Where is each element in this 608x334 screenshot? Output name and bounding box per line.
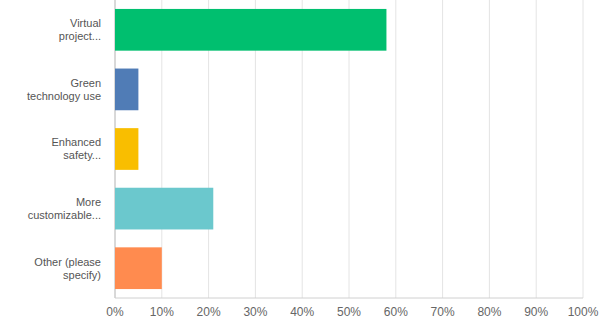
grid-line [395, 0, 396, 298]
bars [115, 9, 386, 289]
category-label: Morecustomizable... [28, 196, 101, 221]
grid-line [536, 0, 537, 298]
tick-label: 20% [197, 305, 221, 319]
tick-label: 30% [243, 305, 267, 319]
tick-label: 10% [150, 305, 174, 319]
grid-line [489, 0, 490, 298]
tick-label: 90% [524, 305, 548, 319]
bar [115, 128, 138, 170]
category-labels: Virtualproject... Greentechnology use Enha… [27, 17, 101, 280]
tick-label: 70% [431, 305, 455, 319]
tick-label: 80% [477, 305, 501, 319]
tick-label: 60% [384, 305, 408, 319]
category-label: Enhancedsafety... [51, 136, 101, 161]
tick-label: 50% [337, 305, 361, 319]
tick-labels: 0% 10% 20% 30% 40% 50% 60% 70% 80% 90% 100% [106, 305, 598, 319]
grid-line [583, 0, 584, 298]
bar [115, 247, 162, 289]
bar [115, 69, 138, 111]
tick-label: 100% [568, 305, 599, 319]
grid [115, 0, 583, 298]
category-label: Other (pleasespecify) [34, 256, 101, 281]
bar [115, 9, 386, 51]
tick-label: 0% [106, 305, 124, 319]
category-label: Greentechnology use [27, 77, 101, 102]
tick-label: 40% [290, 305, 314, 319]
grid-line [442, 0, 443, 298]
chart-container: 0% 10% 20% 30% 40% 50% 60% 70% 80% 90% 100% Virtual… [0, 0, 608, 334]
bar [115, 188, 213, 230]
axis-line [115, 298, 583, 299]
chart-svg: 0% 10% 20% 30% 40% 50% 60% 70% 80% 90% 100% Virtual… [0, 0, 608, 334]
category-label: Virtualproject... [59, 17, 101, 42]
